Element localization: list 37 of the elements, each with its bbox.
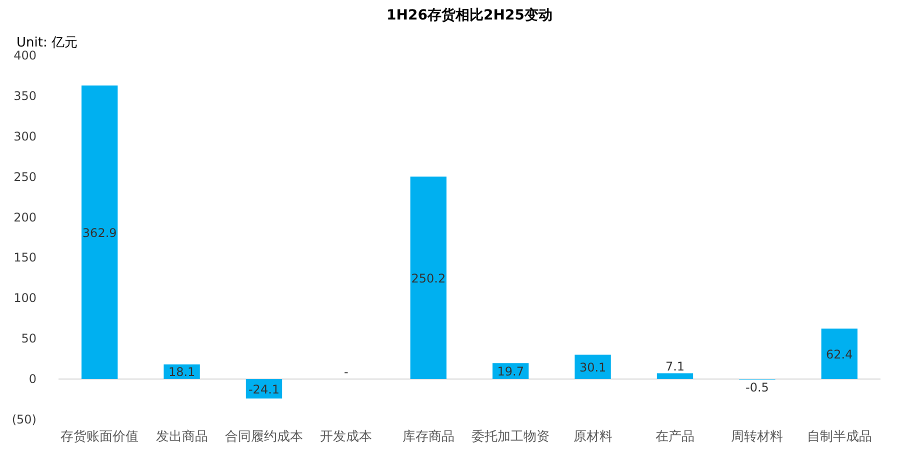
data-label: 62.4	[826, 347, 853, 362]
bar	[410, 176, 446, 380]
y-tick-label: 150	[14, 250, 36, 265]
bar	[821, 328, 858, 380]
data-label: 362.9	[82, 226, 117, 240]
data-label: 19.7	[497, 364, 524, 379]
x-tick-label: 合同履约成本	[225, 430, 303, 444]
data-label: -0.5	[745, 380, 769, 394]
x-tick-label: 存货账面价值	[60, 430, 139, 444]
x-tick-label: 发出商品	[156, 430, 208, 444]
y-tick-label: 400	[14, 48, 36, 62]
x-tick-label: 库存商品	[402, 430, 454, 444]
bar	[574, 354, 611, 380]
x-tick-label: 在产品	[656, 430, 694, 444]
y-tick-label: 250	[14, 170, 36, 184]
x-tick-label: 原材料	[573, 430, 612, 444]
data-label: 250.2	[411, 271, 446, 286]
bar	[656, 373, 694, 380]
x-tick-label: 委托加工物资	[472, 430, 550, 444]
y-tick-label: 0	[28, 372, 37, 386]
data-label: -24.1	[248, 382, 280, 396]
data-label: 7.1	[665, 359, 685, 374]
x-tick-label: 自制半成品	[806, 430, 872, 444]
y-tick-label: 50	[21, 332, 37, 346]
data-label: 30.1	[579, 360, 606, 374]
bar	[82, 86, 118, 380]
x-tick-label: 周转材料	[731, 430, 784, 444]
data-label: -	[344, 365, 348, 380]
y-tick-label: 100	[14, 291, 36, 306]
y-tick-label: 350	[14, 88, 36, 103]
data-label: 18.1	[168, 365, 196, 380]
chart-title: 1H26存货相比2H25变动	[386, 6, 552, 24]
x-tick-label: 开发成本	[320, 430, 372, 444]
y-tick-label: 300	[14, 129, 36, 144]
y-axis-title: Unit: 亿元	[16, 36, 78, 50]
y-tick-label: (50)	[12, 412, 37, 426]
y-tick-label: 200	[14, 210, 36, 224]
